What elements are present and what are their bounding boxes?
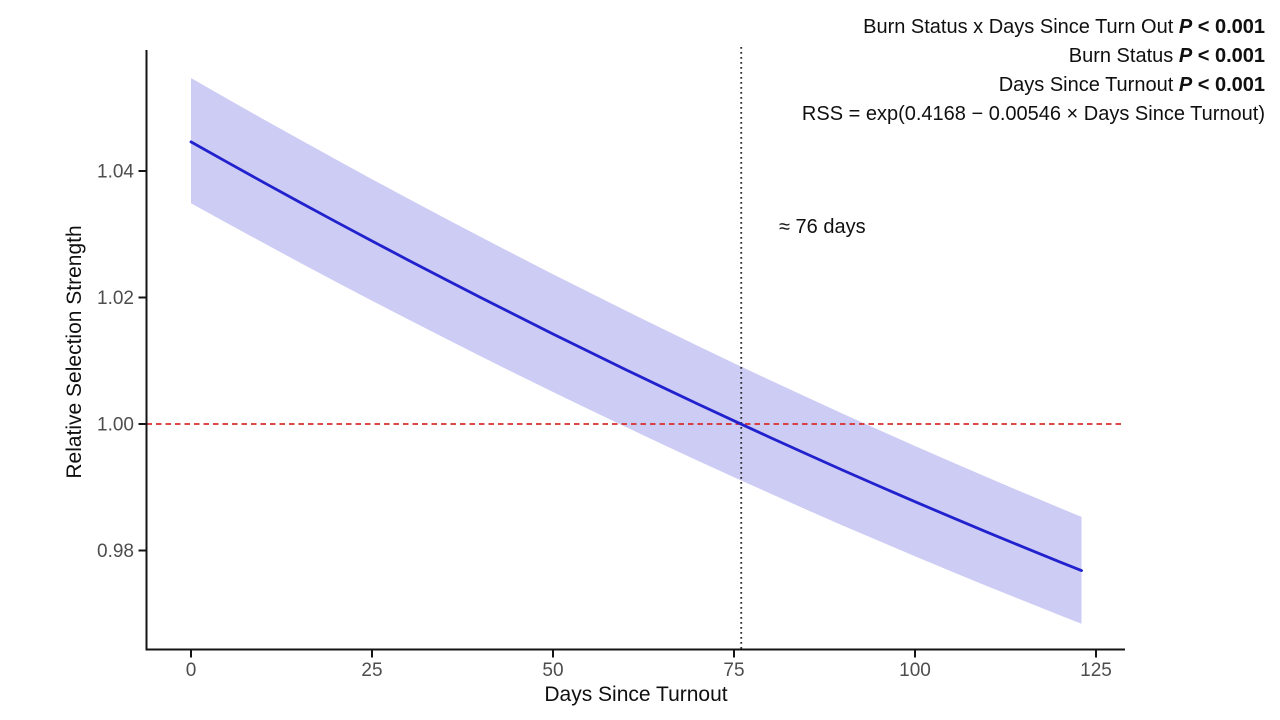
p-value: < 0.001 xyxy=(1192,74,1265,96)
x-axis-title: Days Since Turnout xyxy=(544,683,728,706)
annotation-text: Burn Status xyxy=(1068,45,1179,67)
x-tick-label: 25 xyxy=(361,660,382,681)
x-tick-label: 0 xyxy=(186,660,197,681)
p-symbol: P xyxy=(1178,74,1193,96)
stats-annotation-block: Burn Status x Days Since Turn Out P < 0.… xyxy=(802,13,1265,129)
annotation-line: Burn Status P < 0.001 xyxy=(802,42,1265,71)
annotation-line: Burn Status x Days Since Turn Out P < 0.… xyxy=(802,13,1265,42)
y-tick-label: 1.00 xyxy=(97,415,134,436)
x-tick-label: 75 xyxy=(723,660,744,681)
p-symbol: P xyxy=(1178,16,1193,38)
x-tick-label: 100 xyxy=(899,660,931,681)
vline-days-label: ≈ 76 days xyxy=(779,216,866,238)
x-tick-label: 125 xyxy=(1080,660,1112,681)
confidence-ribbon xyxy=(191,78,1082,624)
y-tick-label: 0.98 xyxy=(97,541,134,562)
p-value: < 0.001 xyxy=(1192,45,1265,67)
equation-text: RSS = exp(0.4168 − 0.00546 × Days Since … xyxy=(801,103,1265,125)
annotation-line: Days Since Turnout P < 0.001 xyxy=(802,71,1265,100)
fitted-line xyxy=(189,140,1083,572)
chart-layer: 0 25 50 75 100 125 0.98 1.00 1.02 1.04 xyxy=(97,47,1125,681)
y-tick-label: 1.02 xyxy=(97,288,134,309)
x-tick-label: 50 xyxy=(542,660,563,681)
y-axis-title: Relative Selection Strength xyxy=(63,225,86,479)
p-value: < 0.001 xyxy=(1192,16,1265,38)
p-symbol: P xyxy=(1178,45,1193,67)
annotation-line-equation: RSS = exp(0.4168 − 0.00546 × Days Since … xyxy=(802,100,1265,129)
annotation-text: Burn Status x Days Since Turn Out xyxy=(863,16,1179,38)
annotation-text: Days Since Turnout xyxy=(998,74,1179,96)
y-tick-label: 1.04 xyxy=(97,162,134,183)
